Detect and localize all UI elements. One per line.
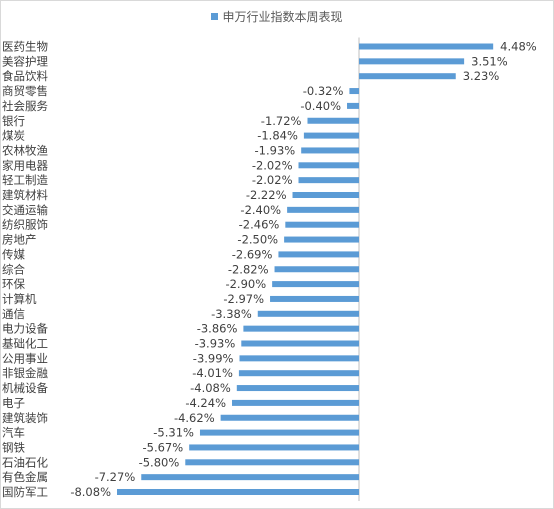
bar: [257, 310, 359, 317]
bar: [270, 295, 359, 302]
data-label: -5.67%: [142, 440, 183, 454]
category-label: 计算机: [2, 292, 37, 306]
category-label: 房地产: [2, 233, 37, 247]
category-label: 医药生物: [2, 40, 48, 54]
data-label: -1.84%: [257, 129, 298, 143]
category-label: 电力设备: [2, 322, 48, 336]
category-label: 银行: [2, 114, 25, 128]
data-label: 3.23%: [463, 69, 500, 83]
bar: [278, 251, 359, 258]
category-label: 机械设备: [2, 381, 48, 395]
category-label: 公用事业: [2, 351, 48, 365]
category-label: 石油石化: [2, 455, 48, 469]
data-label: -4.08%: [190, 381, 231, 395]
data-label: -2.02%: [252, 158, 293, 172]
data-label: -5.80%: [139, 455, 180, 469]
data-label: -3.99%: [193, 351, 234, 365]
bar: [287, 206, 359, 213]
data-label: -0.32%: [303, 84, 344, 98]
data-label: -2.46%: [239, 218, 280, 232]
bar: [307, 117, 359, 124]
bar: [117, 489, 359, 495]
bar: [199, 429, 359, 436]
category-label: 基础化工: [2, 337, 48, 351]
data-label: -4.01%: [192, 366, 233, 380]
data-label: -8.08%: [70, 485, 111, 499]
legend-label: 申万行业指数本周表现: [222, 10, 343, 24]
category-label: 建筑材料: [2, 188, 48, 202]
data-label: -1.93%: [255, 143, 296, 157]
data-label: -0.40%: [300, 99, 341, 113]
bar: [298, 177, 359, 184]
data-label: -2.69%: [232, 247, 273, 261]
data-label: -2.40%: [240, 203, 281, 217]
data-label: 4.48%: [500, 40, 537, 54]
category-label: 国防军工: [2, 485, 48, 499]
bar: [359, 43, 494, 50]
bar: [303, 132, 359, 139]
bar: [243, 325, 359, 332]
category-label: 建筑装饰: [2, 411, 48, 425]
data-label: -4.62%: [174, 411, 215, 425]
category-label: 社会服务: [2, 99, 48, 113]
bar: [359, 73, 456, 80]
bar: [359, 58, 465, 65]
data-label: -7.27%: [95, 470, 136, 484]
bar: [236, 385, 359, 392]
bar: [241, 340, 359, 347]
bar: [238, 370, 359, 377]
data-label: -3.38%: [211, 307, 252, 321]
bar: [141, 474, 359, 481]
data-label: -1.72%: [261, 114, 302, 128]
data-label: -2.50%: [237, 233, 278, 247]
data-label: -3.86%: [197, 322, 238, 336]
category-label: 煤炭: [2, 129, 25, 143]
legend: 申万行业指数本周表现: [0, 8, 554, 25]
category-label: 家用电器: [2, 158, 48, 172]
category-label: 有色金属: [2, 470, 48, 484]
category-label: 交通运输: [2, 203, 48, 217]
category-label: 农林牧渔: [2, 143, 48, 157]
data-label: -2.22%: [246, 188, 287, 202]
category-label: 商贸零售: [2, 84, 48, 98]
data-label: -2.02%: [252, 173, 293, 187]
category-label: 电子: [2, 396, 25, 410]
bar: [298, 162, 359, 169]
legend-swatch: [211, 13, 219, 20]
category-label: 纺织服饰: [2, 218, 48, 232]
bar: [285, 221, 359, 228]
category-label: 传媒: [2, 247, 25, 261]
bar: [347, 102, 359, 109]
category-label: 美容护理: [2, 54, 48, 68]
data-label: -2.97%: [223, 292, 264, 306]
category-label: 非银金融: [2, 366, 48, 380]
bar: [284, 236, 359, 243]
bar: [189, 444, 359, 451]
category-label: 综合: [2, 262, 25, 276]
bar: [232, 399, 359, 406]
data-label: -5.31%: [153, 426, 194, 440]
data-label: 3.51%: [471, 54, 508, 68]
data-label: -4.24%: [185, 396, 226, 410]
category-label: 环保: [2, 277, 25, 291]
category-label: 汽车: [2, 426, 25, 440]
category-label: 通信: [2, 307, 25, 321]
bar: [272, 281, 359, 288]
bar: [185, 459, 359, 466]
data-label: -3.93%: [195, 337, 236, 351]
bar: [349, 88, 359, 95]
bar: [292, 192, 359, 198]
data-label: -2.90%: [225, 277, 266, 291]
data-label: -2.82%: [228, 262, 269, 276]
bar: [220, 414, 359, 421]
category-label: 食品饮料: [2, 69, 48, 83]
category-label: 轻工制造: [2, 173, 48, 187]
bar: [239, 355, 359, 362]
bar: [301, 147, 359, 154]
bar: [274, 266, 359, 273]
category-label: 钢铁: [2, 440, 25, 454]
